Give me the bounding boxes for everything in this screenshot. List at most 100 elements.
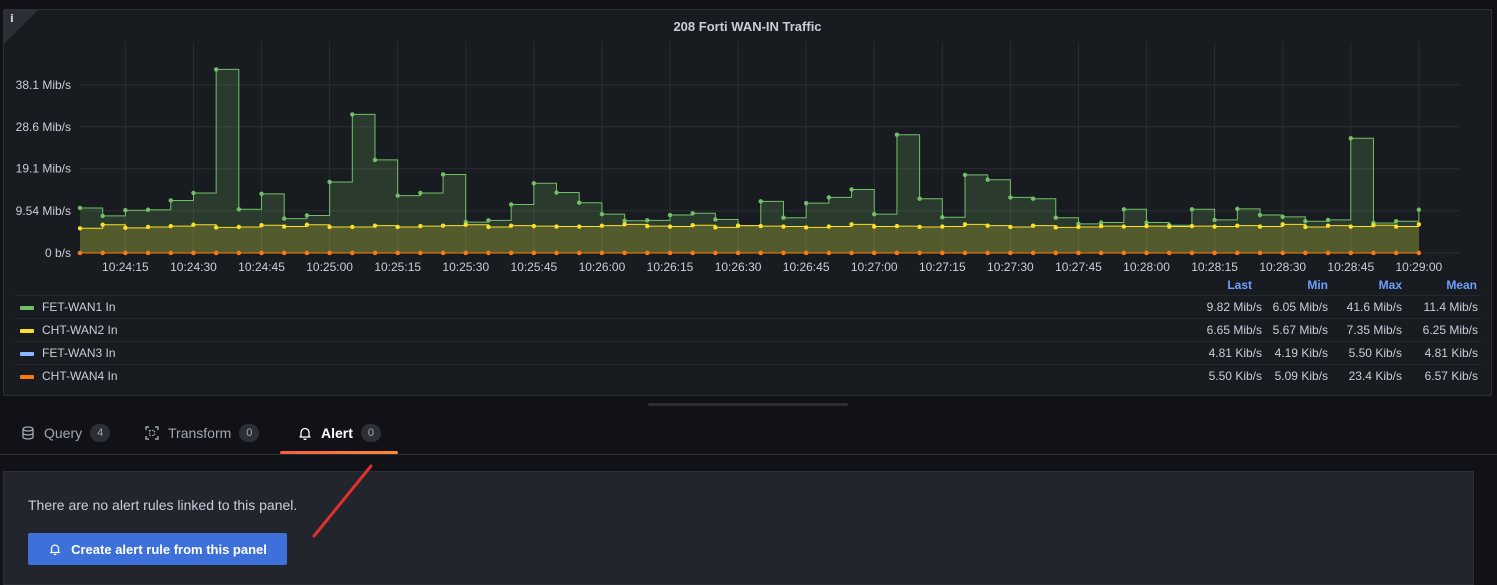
data-point [1030, 223, 1036, 228]
data-point [554, 190, 559, 195]
x-tick-label: 10:27:30 [987, 260, 1034, 272]
panel-title[interactable]: 208 Forti WAN-IN Traffic [673, 19, 822, 34]
data-point [917, 196, 922, 201]
data-point [1393, 250, 1399, 256]
data-point [894, 223, 900, 229]
data-point [1053, 215, 1058, 220]
data-point [645, 250, 650, 256]
data-point [327, 179, 332, 185]
data-point [418, 250, 423, 256]
data-point [463, 222, 468, 227]
panel-info-corner[interactable] [4, 10, 38, 44]
x-tick-label: 10:28:15 [1191, 260, 1238, 272]
create-alert-rule-button[interactable]: Create alert rule from this panel [28, 533, 287, 565]
data-point [962, 172, 968, 178]
data-point [645, 223, 650, 229]
data-point [1280, 250, 1285, 256]
data-point [508, 202, 514, 207]
series-area-0 [80, 69, 1419, 253]
data-point [803, 200, 809, 206]
data-point [1371, 250, 1376, 256]
legend-swatch [20, 329, 34, 333]
legend-header-last[interactable]: Last [1227, 278, 1252, 292]
legend-series-name[interactable]: FET-WAN3 In [42, 346, 116, 360]
x-tick-label: 10:24:15 [102, 260, 149, 272]
data-point [713, 225, 718, 230]
info-icon[interactable]: i [10, 12, 14, 25]
data-point [940, 215, 945, 220]
data-point [622, 250, 627, 256]
data-point [1212, 250, 1217, 256]
data-point [1144, 223, 1149, 229]
data-point [554, 224, 559, 229]
tab-transform[interactable]: Transform 0 [144, 418, 260, 454]
data-point [350, 112, 355, 117]
data-point [372, 250, 378, 256]
data-point [1280, 222, 1285, 227]
legend-series-name[interactable]: CHT-WAN2 In [42, 323, 118, 337]
time-series-chart[interactable]: 0 b/s 9.54 Mib/s 19.1 Mib/s 28.6 Mib/s 38.1 … [4, 10, 1493, 272]
create-alert-rule-label: Create alert rule from this panel [71, 541, 267, 557]
legend-header-max[interactable]: Max [1378, 278, 1402, 292]
x-tick-label: 10:27:45 [1055, 260, 1102, 272]
data-point [985, 223, 990, 228]
data-point [1189, 207, 1195, 212]
x-tick-label: 10:25:00 [306, 260, 353, 272]
graph-panel: i 208 Forti WAN-IN Traffic 0 b/s 9.54 Mib… [3, 9, 1492, 396]
data-point [282, 216, 287, 221]
y-tick-label: 19.1 Mib/s [16, 162, 71, 176]
data-point [123, 207, 128, 213]
data-point [100, 222, 105, 227]
transform-icon [145, 426, 159, 440]
series-area-1 [80, 224, 1419, 253]
data-point [1053, 225, 1058, 230]
legend-swatch [20, 306, 34, 310]
legend-min: 5.09 Kib/s [1274, 369, 1328, 383]
legend-series-name[interactable]: CHT-WAN4 In [42, 369, 118, 383]
legend-header-mean[interactable]: Mean [1446, 278, 1477, 292]
legend-row-fet-wan1[interactable]: FET-WAN1 In 9.82 Mib/s 6.05 Mib/s 41.6 M… [14, 295, 1481, 317]
tab-query[interactable]: Query 4 [20, 418, 111, 454]
x-tick-label: 10:25:30 [442, 260, 489, 272]
tabs-divider [0, 454, 1497, 455]
x-tick-label: 10:24:30 [170, 260, 217, 272]
data-point [508, 223, 514, 228]
data-point [940, 224, 945, 229]
data-point [1167, 250, 1172, 256]
data-point [781, 224, 786, 229]
data-point [1076, 224, 1081, 230]
legend-mean: 11.4 Mib/s [1423, 300, 1478, 314]
data-point [213, 250, 219, 256]
data-point [100, 250, 105, 256]
legend-last: 6.65 Mib/s [1206, 323, 1262, 337]
data-point [894, 250, 900, 256]
legend-header-min[interactable]: Min [1307, 278, 1328, 292]
data-point [849, 222, 854, 227]
data-point [327, 224, 332, 230]
data-point [781, 215, 786, 220]
data-point [236, 224, 242, 230]
data-point [894, 132, 900, 137]
data-point [962, 250, 968, 256]
tab-alert[interactable]: Alert 0 [280, 418, 398, 454]
data-point [486, 218, 491, 223]
data-point [395, 224, 400, 230]
x-tick-label: 10:27:00 [851, 260, 898, 272]
x-tick-label: 10:28:30 [1259, 260, 1306, 272]
legend-row-cht-wan2[interactable]: CHT-WAN2 In 6.65 Mib/s 5.67 Mib/s 7.35 M… [14, 318, 1481, 340]
data-point [872, 211, 877, 217]
legend-series-name[interactable]: FET-WAN1 In [42, 300, 116, 314]
data-point [917, 224, 922, 230]
data-point [259, 250, 264, 256]
panel-resize-handle[interactable] [648, 403, 848, 406]
legend-swatch [20, 352, 34, 356]
data-point [690, 222, 695, 228]
data-point [690, 250, 695, 256]
data-point [622, 218, 627, 223]
data-point [985, 177, 990, 182]
legend-row-cht-wan4[interactable]: CHT-WAN4 In 5.50 Kib/s 5.09 Kib/s 23.4 K… [14, 364, 1481, 386]
y-tick-label: 0 b/s [45, 246, 71, 260]
legend-row-fet-wan3[interactable]: FET-WAN3 In 4.81 Kib/s 4.19 Kib/s 5.50 K… [14, 341, 1481, 363]
legend-swatch [20, 375, 34, 379]
legend-min: 6.05 Mib/s [1272, 300, 1328, 314]
